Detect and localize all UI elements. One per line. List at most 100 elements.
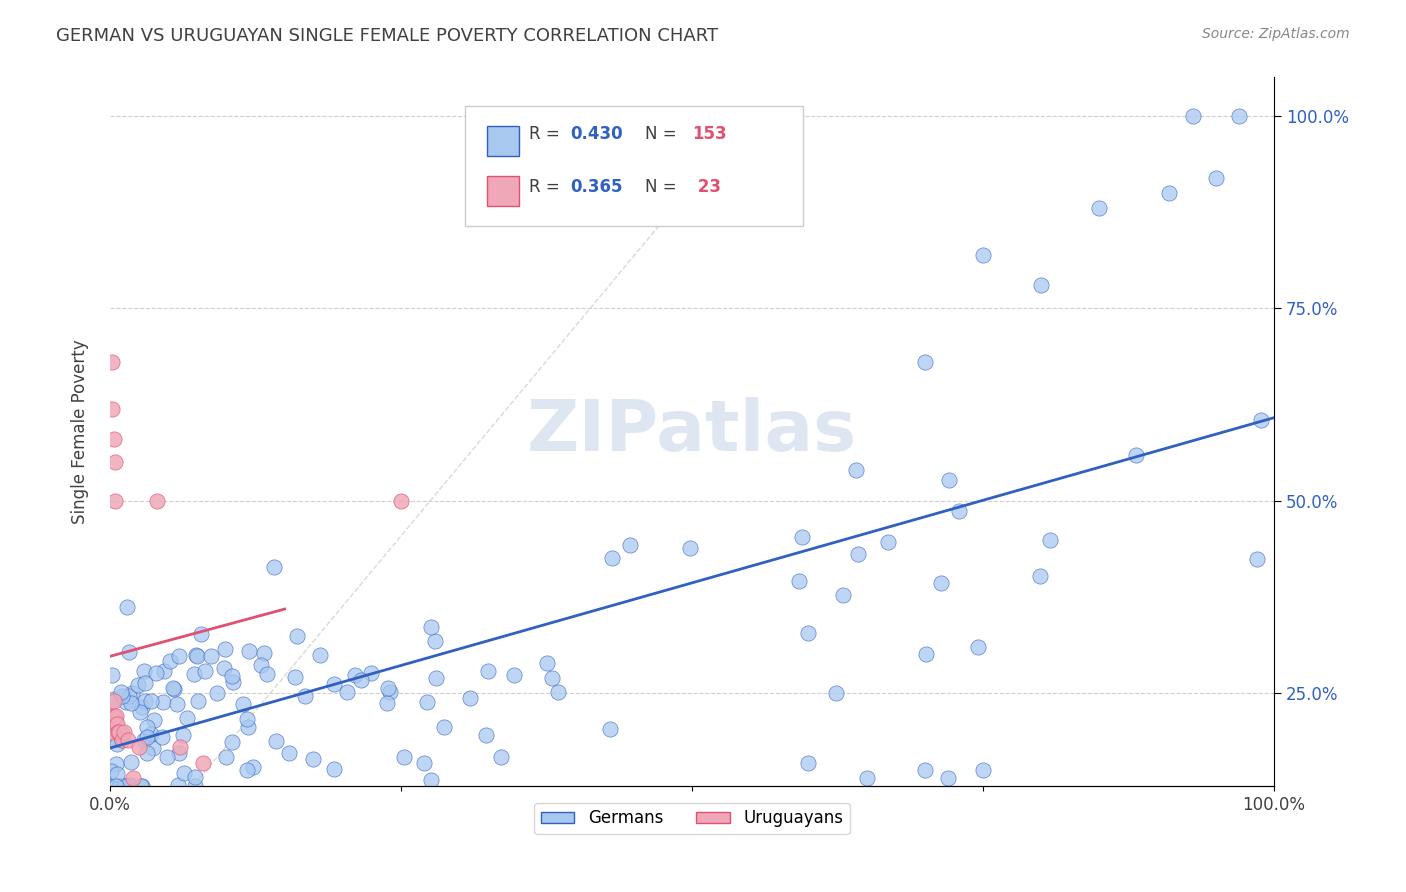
Point [142, 714, 165, 728]
Point [134, 694, 156, 708]
Point [135, 746, 157, 760]
Point [103, 433, 125, 447]
Point [797, 756, 820, 770]
Point [173, 766, 195, 780]
Point [120, 696, 142, 710]
Point [105, 766, 128, 780]
Point [284, 670, 307, 684]
Point [294, 689, 316, 703]
Point [153, 664, 176, 678]
Point [419, 620, 441, 634]
Point [214, 642, 236, 657]
Point [477, 665, 499, 679]
Point [1039, 533, 1062, 548]
Point [266, 734, 288, 748]
Point [115, 696, 138, 710]
Point [236, 712, 259, 726]
Text: ZIPatlas: ZIPatlas [527, 397, 858, 467]
Point [104, 709, 127, 723]
Point [336, 685, 359, 699]
Point [145, 666, 167, 681]
Point [112, 725, 135, 739]
Point [599, 722, 621, 736]
Point [107, 779, 129, 793]
Point [105, 737, 128, 751]
Point [167, 649, 190, 664]
Point [322, 762, 344, 776]
Point [193, 756, 215, 770]
Point [350, 673, 373, 688]
Point [100, 764, 122, 779]
Point [187, 694, 209, 708]
Point [103, 692, 125, 706]
Point [200, 648, 222, 663]
Point [112, 779, 135, 793]
Text: 0.365: 0.365 [569, 178, 623, 196]
Point [263, 560, 285, 574]
Point [360, 665, 382, 680]
Point [380, 685, 402, 699]
Point [134, 676, 156, 690]
Point [103, 694, 125, 708]
Point [425, 634, 447, 648]
Point [914, 764, 936, 778]
Point [162, 681, 184, 695]
Text: GERMAN VS URUGUAYAN SINGLE FEMALE POVERTY CORRELATION CHART: GERMAN VS URUGUAYAN SINGLE FEMALE POVERT… [56, 27, 718, 45]
Point [101, 668, 124, 682]
Point [183, 667, 205, 681]
Point [1246, 552, 1268, 566]
Point [256, 667, 278, 681]
Point [104, 779, 127, 793]
Point [111, 725, 134, 739]
Point [420, 772, 443, 787]
Point [105, 717, 128, 731]
Point [236, 720, 259, 734]
Point [172, 728, 194, 742]
Point [103, 730, 125, 744]
Point [824, 686, 846, 700]
Point [167, 778, 190, 792]
FancyBboxPatch shape [488, 176, 519, 206]
Point [619, 538, 641, 552]
FancyBboxPatch shape [465, 106, 803, 227]
Point [132, 664, 155, 678]
FancyBboxPatch shape [488, 127, 519, 156]
Point [285, 628, 308, 642]
Point [105, 756, 128, 771]
Point [929, 576, 952, 591]
Point [938, 473, 960, 487]
Point [877, 535, 900, 549]
Text: 23: 23 [692, 178, 721, 196]
Point [118, 690, 141, 704]
Point [100, 709, 122, 723]
Point [145, 494, 167, 508]
Point [101, 401, 124, 416]
Point [253, 646, 276, 660]
Point [936, 771, 959, 785]
Point [1227, 109, 1250, 123]
Point [392, 750, 415, 764]
Point [112, 779, 135, 793]
Point [797, 625, 820, 640]
Point [787, 574, 810, 588]
Text: Source: ZipAtlas.com: Source: ZipAtlas.com [1202, 27, 1350, 41]
Text: 153: 153 [692, 125, 727, 143]
Point [790, 530, 813, 544]
Point [308, 648, 330, 662]
Point [104, 455, 127, 469]
Point [132, 733, 155, 747]
Point [207, 686, 229, 700]
Point [128, 706, 150, 720]
Point [101, 355, 124, 369]
Point [131, 779, 153, 793]
Point [105, 779, 128, 793]
Point [176, 711, 198, 725]
Point [1159, 186, 1181, 200]
Point [184, 648, 207, 662]
Point [413, 756, 436, 770]
Point [131, 700, 153, 714]
Point [278, 747, 301, 761]
Point [236, 763, 259, 777]
Point [150, 730, 173, 744]
Point [489, 749, 512, 764]
